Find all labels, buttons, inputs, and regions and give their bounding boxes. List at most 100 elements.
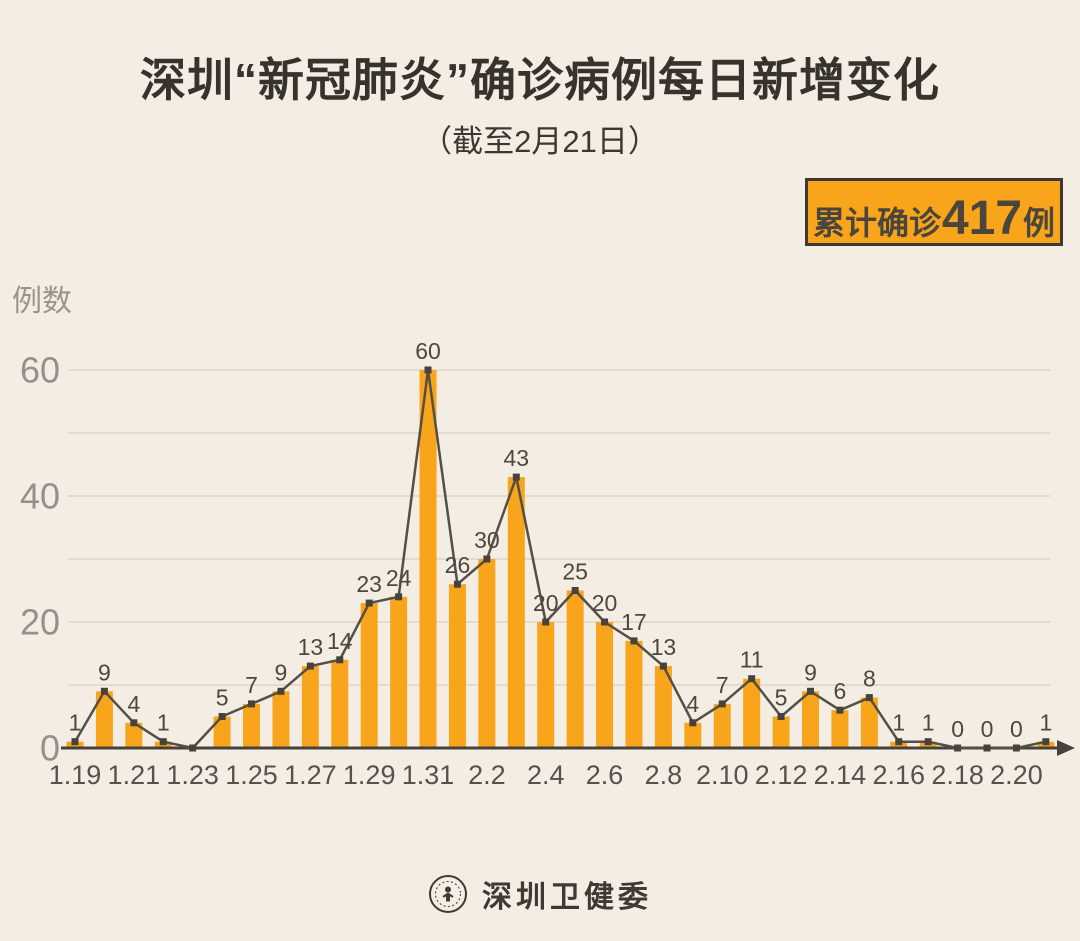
value-label-2.3: 43 (504, 445, 530, 471)
x-tick-label-1.29: 1.29 (343, 760, 396, 790)
x-axis (61, 740, 1075, 756)
bar-2.15 (860, 697, 878, 748)
bar-1.30 (390, 596, 408, 748)
x-tick-label-2.18: 2.18 (931, 760, 984, 790)
bar-1.24 (213, 716, 231, 748)
bar-2.7 (625, 640, 643, 748)
value-label-2.9: 4 (686, 691, 699, 717)
gridlines (68, 369, 1050, 686)
bar-2.4 (537, 622, 555, 748)
bar-2.8 (654, 666, 672, 748)
bar-1.29 (360, 603, 378, 748)
person-body-icon (442, 892, 454, 902)
footer-org-name: 深圳卫健委 (482, 881, 652, 914)
marker-1.20 (100, 687, 108, 695)
x-tick-label-2.12: 2.12 (755, 760, 808, 790)
marker-2.5 (571, 587, 579, 594)
value-label-1.30: 24 (386, 565, 412, 591)
marker-1.29 (365, 599, 373, 607)
marker-2.4 (542, 618, 550, 626)
value-label-2.5: 25 (562, 559, 588, 585)
cumulative-total-badge: 累计确诊 417 例 (805, 178, 1063, 246)
x-tick-label-1.27: 1.27 (284, 760, 337, 790)
value-label-1.22: 1 (157, 710, 170, 736)
chart-title: 深圳“新冠肺炎”确诊病例每日新增变化 (140, 54, 940, 106)
value-label-2.8: 13 (651, 634, 677, 660)
x-tick-label-1.21: 1.21 (108, 760, 161, 790)
x-axis-tick-labels: 1.19 1.21 1.23 1.25 1.27 1.29 1.31 2.2 2.4 2.6 2.8… (49, 760, 1043, 790)
marker-2.18 (954, 744, 962, 752)
x-tick-label-2.2: 2.2 (468, 760, 506, 790)
value-label-2.2: 30 (474, 527, 500, 553)
value-label-2.16: 1 (892, 710, 905, 736)
badge-prefix-label: 累计确诊 (812, 205, 941, 241)
value-label-2.17: 1 (922, 710, 935, 736)
bar-2.6 (596, 622, 614, 748)
y-tick-label: 60 (20, 350, 60, 391)
value-label-1.20: 9 (98, 659, 111, 685)
y-axis-title: 例数 (12, 285, 72, 318)
marker-2.11 (748, 675, 756, 683)
value-label-1.25: 7 (245, 672, 258, 698)
marker-2.12 (777, 713, 785, 720)
marker-1.21 (130, 719, 138, 727)
x-tick-label-2.14: 2.14 (814, 760, 867, 790)
x-tick-label-2.8: 2.8 (645, 760, 683, 790)
marker-1.19 (71, 738, 79, 746)
value-label-2.14: 6 (834, 678, 847, 704)
x-tick-label-2.4: 2.4 (527, 760, 565, 790)
value-label-2.12: 5 (775, 685, 788, 711)
chart-subtitle: （截至2月21日） (421, 124, 659, 159)
marker-1.27 (306, 662, 314, 670)
marker-1.30 (395, 593, 403, 601)
bar-1.28 (331, 659, 349, 748)
bars (66, 370, 1055, 748)
x-tick-label-2.16: 2.16 (872, 760, 925, 790)
marker-2.2 (483, 555, 491, 563)
value-label-2.15: 8 (863, 666, 876, 692)
value-label-1.31: 60 (415, 338, 441, 364)
x-tick-label-2.6: 2.6 (586, 760, 624, 790)
bar-1.25 (243, 703, 261, 748)
value-label-2.6: 20 (592, 590, 618, 616)
x-tick-label-2.10: 2.10 (696, 760, 749, 790)
value-label-1.29: 23 (356, 571, 382, 597)
marker-2.6 (601, 618, 609, 626)
bar-2.9 (684, 722, 702, 748)
value-label-1.26: 9 (275, 659, 288, 685)
bar-2.11 (743, 678, 761, 748)
trend-line (73, 368, 1047, 750)
value-label-1.24: 5 (216, 685, 229, 711)
footer: 深圳卫健委 (0, 872, 1080, 916)
value-label-2.20: 0 (1010, 716, 1023, 742)
value-label-2.21: 1 (1039, 710, 1052, 736)
y-tick-label: 20 (20, 602, 60, 643)
marker-2.14 (836, 706, 844, 714)
bar-1.26 (272, 691, 290, 748)
bar-1.20 (95, 691, 113, 748)
marker-2.13 (807, 687, 814, 695)
marker-1.23 (189, 744, 197, 752)
marker-2.21 (1042, 738, 1050, 746)
person-head-icon (445, 886, 451, 893)
bar-2.13 (802, 691, 819, 748)
marker-2.16 (895, 738, 903, 746)
value-label-2.11: 11 (740, 647, 764, 673)
x-tick-label-1.31: 1.31 (402, 760, 455, 790)
marker-2.8 (659, 662, 667, 670)
marker-2.17 (924, 738, 932, 746)
marker-2.20 (1012, 744, 1020, 752)
marker-2.1 (453, 580, 461, 588)
marker-1.24 (218, 713, 226, 720)
marker-1.28 (336, 656, 344, 664)
marker-2.19 (983, 744, 991, 752)
badge-suffix-label: 例 (1023, 205, 1056, 241)
bar-2.12 (772, 716, 790, 748)
value-label-1.27: 13 (298, 634, 324, 660)
value-label-1.19: 1 (69, 710, 82, 736)
bar-2.14 (831, 710, 849, 748)
value-label-2.1: 26 (445, 552, 471, 578)
value-label-2.13: 9 (804, 659, 817, 685)
x-tick-label-1.23: 1.23 (166, 760, 219, 790)
